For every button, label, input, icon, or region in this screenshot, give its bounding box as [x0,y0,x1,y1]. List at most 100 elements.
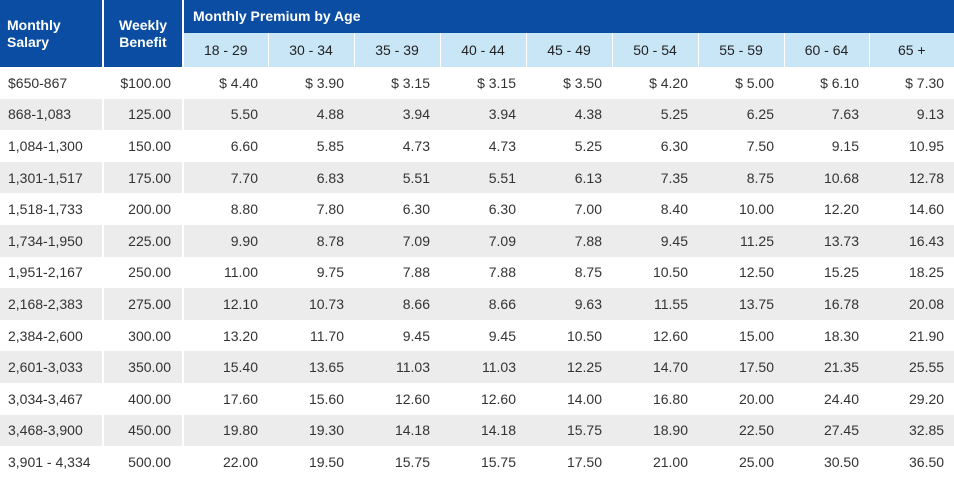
age-band-header: 45 - 49 [526,33,613,67]
table-row: 868-1,083 125.00 5.50 4.88 3.94 3.94 4.38 5.25 6… [0,98,954,131]
premium-cell: 22.50 [698,414,784,447]
premium-cell: 11.03 [354,351,440,383]
premium-cell: 15.40 [183,351,268,383]
premium-cell: 5.85 [268,130,354,162]
premium-cell: 15.75 [440,446,526,478]
monthly-salary-header: Monthly Salary [0,0,104,67]
premium-cell: 18.30 [784,319,869,352]
premium-cell: 9.45 [612,224,698,257]
premium-cell: 16.43 [869,224,954,257]
premium-cell: 5.50 [183,98,268,131]
weekly-benefit-cell: 400.00 [103,382,184,415]
salary-range-cell: 3,468-3,900 [0,414,104,447]
premium-cell: $ 3.90 [268,67,354,99]
premium-cell: 19.30 [268,414,354,447]
premium-cell: 12.20 [784,193,869,225]
premium-cell: 12.60 [354,382,440,415]
premium-cell: 11.03 [440,351,526,383]
premium-cell: 8.75 [526,256,612,289]
premium-cell: 14.00 [526,382,612,415]
premium-cell: 21.00 [612,446,698,478]
salary-range-cell: 1,084-1,300 [0,130,104,162]
premium-cell: 14.18 [440,414,526,447]
premium-cell: $ 6.10 [784,67,869,99]
premium-cell: 8.80 [183,193,268,225]
premium-cell: 4.73 [354,130,440,162]
premium-cell: $ 3.15 [440,67,526,99]
premium-cell: 20.08 [869,288,954,320]
table-row: 3,034-3,467 400.00 17.60 15.60 12.60 12.60 14.… [0,382,954,415]
premium-cell: 15.25 [784,256,869,289]
age-band-header: 18 - 29 [183,33,269,67]
premium-cell: 18.25 [869,256,954,289]
premium-cell: 12.10 [183,288,268,320]
premium-cell: 15.75 [354,446,440,478]
weekly-benefit-cell: 450.00 [103,414,184,447]
age-band-header: 60 - 64 [784,33,870,67]
premium-cell: 6.13 [526,161,612,194]
premium-cell: $ 4.40 [183,67,268,99]
salary-range-cell: 1,951-2,167 [0,256,104,289]
weekly-benefit-cell: 300.00 [103,319,184,352]
premium-cell: 8.40 [612,193,698,225]
premium-cell: 10.73 [268,288,354,320]
weekly-benefit-cell: 350.00 [103,351,184,383]
age-band-header: 40 - 44 [440,33,527,67]
table-row: 2,168-2,383 275.00 12.10 10.73 8.66 8.66 9.63 1… [0,288,954,320]
premium-cell: 11.00 [183,256,268,289]
premium-cell: 15.60 [268,382,354,415]
monthly-salary-header-label: Monthly Salary [7,16,61,50]
weekly-benefit-cell: 200.00 [103,193,184,225]
rate-table-body: $650-867 $100.00 $ 4.40 $ 3.90 $ 3.15 $ 3.15 $… [0,67,954,478]
premium-cell: 4.88 [268,98,354,131]
premium-cell: 7.50 [698,130,784,162]
premium-cell: 7.63 [784,98,869,131]
salary-range-cell: 2,384-2,600 [0,319,104,352]
table-row: 1,518-1,733 200.00 8.80 7.80 6.30 6.30 7.00 8.4… [0,193,954,225]
premium-cell: 7.70 [183,161,268,194]
premium-cell: 25.55 [869,351,954,383]
premium-cell: 25.00 [698,446,784,478]
premium-cell: $ 3.50 [526,67,612,99]
premium-cell: 7.00 [526,193,612,225]
premium-cell: 12.25 [526,351,612,383]
table-row: 3,468-3,900 450.00 19.80 19.30 14.18 14.18 15.… [0,414,954,447]
premium-cell: $ 7.30 [869,67,954,99]
weekly-benefit-header: Weekly Benefit [103,0,184,67]
premium-cell: 7.09 [354,224,440,257]
premium-cell: 7.88 [354,256,440,289]
salary-range-cell: $650-867 [0,67,104,99]
table-row: 1,951-2,167 250.00 11.00 9.75 7.88 7.88 8.75 10… [0,256,954,289]
salary-range-cell: 3,034-3,467 [0,382,104,415]
table-row: 1,084-1,300 150.00 6.60 5.85 4.73 4.73 5.25 6.3… [0,130,954,162]
premium-cell: 7.35 [612,161,698,194]
premium-cell: 15.75 [526,414,612,447]
premium-cell: 9.13 [869,98,954,131]
premium-cell: $ 3.15 [354,67,440,99]
age-band-header: 50 - 54 [612,33,699,67]
salary-range-cell: 868-1,083 [0,98,104,131]
premium-cell: 10.00 [698,193,784,225]
premium-cell: 11.25 [698,224,784,257]
premium-cell: 18.90 [612,414,698,447]
premium-cell: 8.78 [268,224,354,257]
table-row: 2,384-2,600 300.00 13.20 11.70 9.45 9.45 10.50… [0,319,954,352]
premium-cell: 30.50 [784,446,869,478]
premium-cell: 10.50 [612,256,698,289]
salary-range-cell: 1,301-1,517 [0,161,104,194]
premium-cell: 17.50 [526,446,612,478]
premium-cell: 12.60 [440,382,526,415]
age-band-header: 55 - 59 [698,33,785,67]
age-band-header: 65 + [869,33,954,67]
premium-cell: 36.50 [869,446,954,478]
weekly-benefit-cell: 150.00 [103,130,184,162]
premium-cell: 14.60 [869,193,954,225]
premium-cell: 14.18 [354,414,440,447]
premium-cell: $ 5.00 [698,67,784,99]
premium-cell: 21.35 [784,351,869,383]
premium-cell: 16.78 [784,288,869,320]
premium-cell: 32.85 [869,414,954,447]
premium-cell: 9.90 [183,224,268,257]
salary-range-cell: 2,601-3,033 [0,351,104,383]
table-row: 1,734-1,950 225.00 9.90 8.78 7.09 7.09 7.88 9.4… [0,224,954,257]
